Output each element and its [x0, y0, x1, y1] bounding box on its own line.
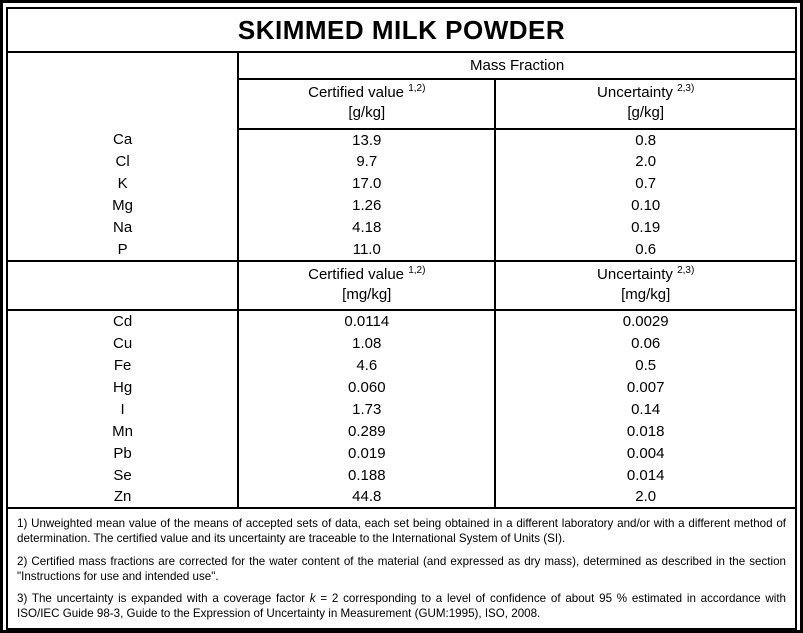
table-row-i: I 1.73 0.14 [7, 398, 796, 420]
table-row-mn: Mn 0.289 0.018 [7, 420, 796, 442]
footnotes-row: 1) Unweighted mean value of the means of… [7, 507, 796, 629]
column-header-row-gkg: Certified value 1,2) [g/kg] Uncertainty … [7, 79, 796, 130]
element-cell: Mn [7, 420, 240, 442]
table-row-p: P 11.0 0.6 [7, 238, 796, 261]
element-cell: Cd [7, 310, 240, 332]
uncertainty-label: Uncertainty [597, 84, 673, 101]
table-row-ca: Ca 13.9 0.8 [7, 128, 796, 151]
certified-value-cell: 9.7 [238, 150, 497, 173]
element-cell: I [7, 398, 240, 420]
uncertainty-cell: 0.06 [631, 334, 661, 352]
table-row-cu: Cu 1.08 0.06 [7, 332, 796, 354]
corner-cell [7, 52, 240, 129]
certified-value-header-mgkg: Certified value 1,2) [mg/kg] [238, 259, 497, 311]
uncertainty-header-gkg: Uncertainty 2,3) [g/kg] [495, 79, 796, 130]
certified-value-cell: 0.019 [238, 442, 497, 464]
certified-value-cell: 1.26 [238, 194, 497, 217]
uncertainty-cell: 0.014 [626, 466, 665, 484]
table-row-k: K 17.0 0.7 [7, 172, 796, 195]
table-row-mg: Mg 1.26 0.10 [7, 194, 796, 217]
uncertainty-footnote-ref: 2,3) [677, 83, 695, 94]
group-header: Mass Fraction [238, 52, 796, 80]
uncertainty-cell: 2.0 [635, 488, 657, 505]
certified-value-cell: 4.18 [238, 216, 497, 239]
element-cell: Pb [7, 442, 240, 464]
uncertainty-cell: 0.14 [631, 400, 661, 418]
certified-value-cell: 0.0114 [238, 310, 497, 332]
certified-value-cell: 0.289 [238, 420, 497, 442]
certified-value-cell: 0.060 [238, 376, 497, 398]
certified-value-cell: 0.188 [238, 464, 497, 486]
uncertainty-cell: 0.10 [631, 197, 661, 214]
element-cell: Mg [7, 194, 240, 217]
uncertainty-header-mgkg: Uncertainty 2,3) [mg/kg] [495, 259, 796, 311]
table-row-hg: Hg 0.060 0.007 [7, 376, 796, 398]
uncertainty-unit: [g/kg] [627, 104, 665, 122]
title-row: SKIMMED MILK POWDER [7, 8, 796, 53]
table-row-na: Na 4.18 0.19 [7, 216, 796, 239]
certified-value-cell: 44.8 [238, 486, 497, 508]
certified-value-cell: 1.73 [238, 398, 497, 420]
uncertainty-label: Uncertainty [597, 265, 673, 283]
blank-cell [7, 259, 240, 311]
uncertainty-cell: 0.8 [635, 131, 657, 149]
element-cell: Fe [7, 354, 240, 376]
footnote-3-text-after: = 2 corresponding to a level of confiden… [17, 592, 787, 621]
column-header-row-mgkg: Certified value 1,2) [mg/kg] Uncertainty… [7, 259, 796, 311]
certified-value-cell: 4.6 [238, 354, 497, 376]
footnote-3-text-before: 3) The uncertainty is expanded with a co… [17, 592, 310, 606]
certified-value-label: Certified value [308, 265, 405, 283]
element-cell: Hg [7, 376, 240, 398]
element-cell: K [7, 172, 240, 195]
uncertainty-cell: 0.018 [626, 422, 665, 440]
uncertainty-cell: 0.7 [635, 175, 657, 192]
certified-value-label: Certified value [308, 84, 405, 101]
uncertainty-unit: [mg/kg] [621, 285, 671, 303]
element-cell: Zn [7, 486, 240, 508]
table-row-pb: Pb 0.019 0.004 [7, 442, 796, 464]
footnote-1: 1) Unweighted mean value of the means of… [17, 517, 786, 546]
uncertainty-footnote-ref: 2,3) [677, 264, 695, 276]
uncertainty-cell: 0.0029 [622, 313, 669, 330]
footnote-3: 3) The uncertainty is expanded with a co… [17, 591, 786, 622]
table-row-cl: Cl 9.7 2.0 [7, 150, 796, 173]
element-cell: Se [7, 464, 240, 486]
uncertainty-cell: 0.007 [626, 378, 665, 396]
table-row-se: Se 0.188 0.014 [7, 464, 796, 486]
group-header-row: Mass Fraction [7, 52, 796, 129]
certified-values-table: SKIMMED MILK POWDER Mass Fraction Certif… [6, 7, 797, 630]
certified-value-unit: [g/kg] [348, 104, 386, 122]
certified-value-footnote-ref: 1,2) [408, 264, 426, 276]
uncertainty-cell: 2.0 [635, 153, 657, 170]
footnote-3-coverage-factor: k [309, 592, 316, 606]
footnotes-section: 1) Unweighted mean value of the means of… [7, 507, 796, 629]
certified-value-cell: 11.0 [238, 238, 497, 261]
uncertainty-cell: 0.19 [631, 219, 661, 236]
certified-value-header-gkg: Certified value 1,2) [g/kg] [238, 79, 497, 130]
uncertainty-cell: 0.5 [635, 356, 657, 374]
table-row-cd: Cd 0.0114 0.0029 [7, 310, 796, 332]
element-cell: Ca [7, 128, 240, 151]
table-row-fe: Fe 4.6 0.5 [7, 354, 796, 376]
footnote-2: 2) Certified mass fractions are correcte… [17, 554, 786, 583]
certified-value-cell: 17.0 [238, 172, 497, 195]
table-row-zn: Zn 44.8 2.0 [7, 486, 796, 508]
element-cell: Cu [7, 332, 240, 354]
certified-value-unit: [mg/kg] [342, 285, 392, 303]
certified-value-cell: 13.9 [238, 128, 497, 151]
element-cell: Cl [7, 150, 240, 173]
uncertainty-cell: 0.004 [626, 444, 665, 462]
element-cell: P [7, 238, 240, 261]
certified-value-footnote-ref: 1,2) [408, 83, 426, 94]
element-cell: Na [7, 216, 240, 239]
page-title: SKIMMED MILK POWDER [7, 8, 796, 53]
certified-value-cell: 1.08 [238, 332, 497, 354]
uncertainty-cell: 0.6 [635, 240, 657, 258]
